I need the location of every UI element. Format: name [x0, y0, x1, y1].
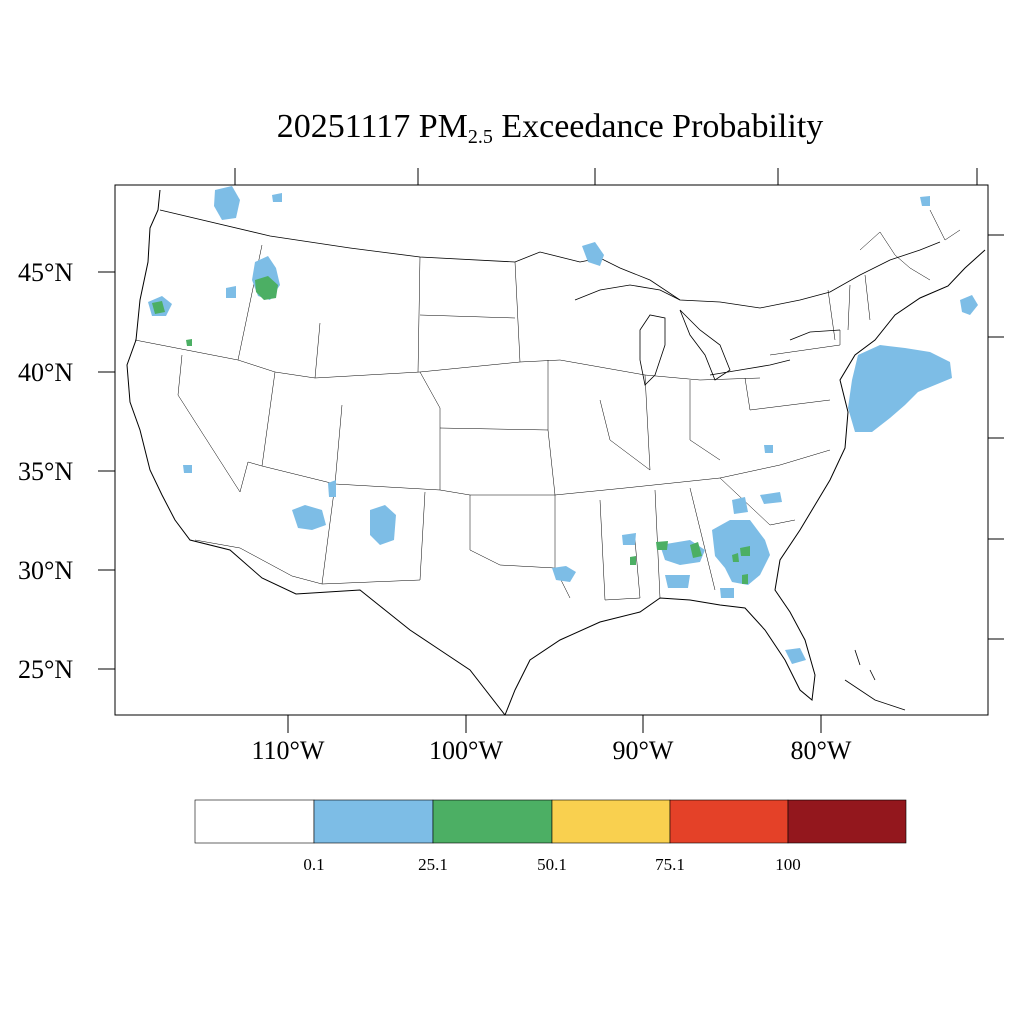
colorbar-label-4: 100	[775, 855, 801, 874]
colorbar-label-0: 0.1	[303, 855, 325, 874]
great-lakes	[574, 284, 841, 386]
lon-label-100: 100°W	[429, 736, 503, 765]
right-ticks	[988, 234, 1004, 640]
colorbar	[194, 799, 907, 844]
colorbar-bin-4	[669, 799, 789, 844]
probability-medium	[152, 276, 750, 584]
colorbar-label-3: 75.1	[655, 855, 685, 874]
probability-low	[148, 186, 978, 664]
lat-label-45: 45°N	[18, 258, 74, 287]
map-frame	[114, 184, 989, 716]
lat-label-40: 40°N	[18, 358, 74, 387]
lon-label-90: 90°W	[612, 736, 674, 765]
lon-label-80: 80°W	[790, 736, 852, 765]
lon-label-110: 110°W	[251, 736, 325, 765]
state-borders	[134, 244, 871, 601]
bottom-ticks	[287, 715, 822, 733]
colorbar-bin-2	[432, 799, 553, 844]
lat-label-25: 25°N	[18, 655, 74, 684]
colorbar-label-2: 50.1	[537, 855, 567, 874]
lat-label-35: 35°N	[18, 457, 74, 486]
map-title: 20251117 PM2.5 Exceedance Probability	[276, 108, 824, 148]
lat-label-30: 30°N	[18, 556, 74, 585]
top-ticks	[234, 168, 978, 185]
left-ticks	[98, 271, 115, 670]
us-outline	[126, 189, 986, 715]
northern-border	[159, 209, 941, 309]
colorbar-bin-3	[551, 799, 671, 844]
colorbar-bin-5	[787, 799, 907, 844]
colorbar-label-1: 25.1	[418, 855, 448, 874]
colorbar-bin-1	[313, 799, 434, 844]
colorbar-bin-0	[194, 799, 315, 844]
